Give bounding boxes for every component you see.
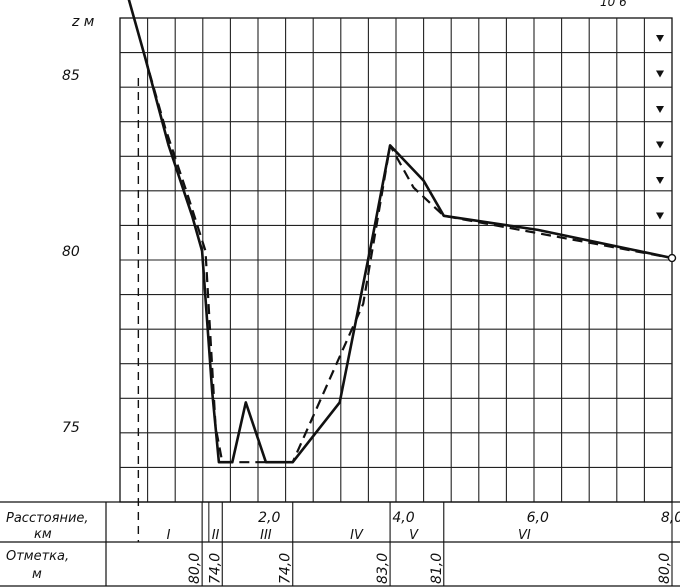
elevation-value: 74,0 — [278, 553, 294, 584]
water-level-marker — [656, 177, 664, 184]
distance-tick-label: 4,0 — [392, 510, 414, 526]
distance-tick-label: 8,0 — [661, 510, 680, 526]
distance-row-unit: км — [34, 527, 52, 542]
water-level-marker — [656, 141, 664, 149]
zone-label: I — [167, 528, 171, 543]
water-level-marker — [656, 106, 664, 113]
zone-label: VI — [518, 528, 531, 543]
water-level-marker — [656, 70, 664, 78]
y-tick-label: 85 — [62, 68, 80, 84]
elevation-value: 80,0 — [187, 553, 203, 584]
grid — [119, 17, 673, 503]
distance-tick-label: 6,0 — [527, 510, 549, 526]
elevation-value: 80,0 — [657, 553, 673, 584]
solid-profile-line — [127, 0, 673, 464]
water-level-marker — [656, 212, 664, 220]
dashed-profile-line — [144, 57, 673, 464]
y-tick-label: 80 — [62, 244, 80, 260]
y-tick-label: 75 — [62, 420, 80, 436]
corner-label: 10 6 — [600, 0, 627, 9]
water-level-marker — [656, 35, 664, 42]
distance-row-label: Расстояние, — [6, 511, 89, 526]
elevation-row-label: Отметка, — [6, 549, 69, 564]
y-axis-title: z м — [71, 14, 95, 30]
data-table: Расстояние,кмОтметка,м2,04,06,08,0IIIIII… — [0, 501, 680, 587]
distance-tick-label: 2,0 — [258, 510, 280, 526]
zone-label: V — [409, 528, 419, 543]
elevation-value: 74,0 — [207, 553, 223, 584]
end-point-marker — [667, 253, 677, 263]
elevation-value: 83,0 — [375, 553, 391, 584]
zone-label: III — [260, 528, 272, 543]
y-axis-labels: z м 85 80 75 10 6 — [62, 0, 627, 436]
water-level-markers — [656, 35, 664, 220]
zone-label: II — [212, 528, 220, 543]
zone-label: IV — [350, 528, 364, 543]
elevation-value: 81,0 — [429, 553, 445, 584]
profile-series — [127, 0, 677, 542]
elevation-row-unit: м — [32, 567, 42, 582]
